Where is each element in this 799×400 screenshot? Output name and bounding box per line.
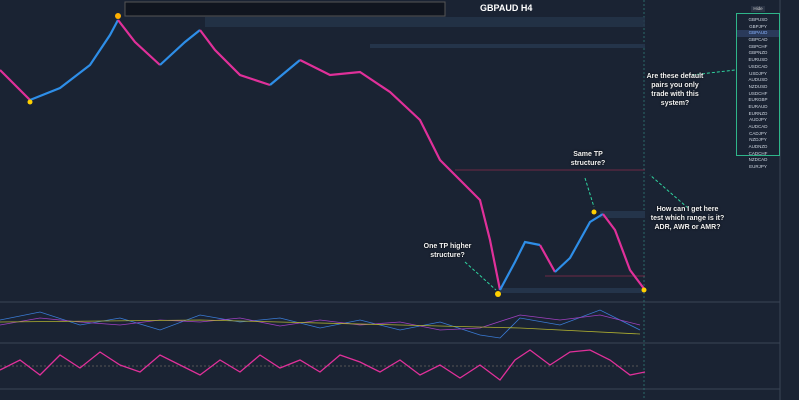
symbol-item[interactable]: NZDJPY [749,137,767,143]
symbol-item[interactable]: EURGBP [748,97,768,103]
symbol-item[interactable]: EURUSD [748,57,768,63]
symbol-item[interactable]: CADCHF [748,150,768,156]
symbol-item[interactable]: EURJPY [749,164,767,170]
annotation: How can I get here test which range is i… [650,206,725,231]
symbol-item[interactable]: EURAUD [748,103,768,109]
symbol-item[interactable]: GBPCAD [748,37,768,43]
price-path [0,19,646,291]
symbol-item[interactable]: USDCAD [748,63,768,69]
symbol-item[interactable]: GBPCHF [748,43,768,49]
symbol-item[interactable]: AUDUSD [748,77,768,83]
symbol-item[interactable]: USDCHF [748,90,768,96]
symbol-item[interactable]: USDJPY [749,70,767,76]
symbol-item[interactable]: NZDCAD [748,157,768,163]
chart-title: GBPAUD H4 [480,3,533,13]
symbol-item[interactable]: NZDUSD [748,83,768,89]
symbol-item[interactable]: GBPJPY [749,23,767,29]
symbol-list: GBPUSD GBPJPY GBPAUD GBPCAD GBPCHF GBPNZD EURU… [736,13,780,169]
symbol-item[interactable]: AUDJPY [749,117,767,123]
symbol-item[interactable]: EURNZD [748,110,768,116]
annotation: Are these default pairs you only trade w… [646,73,704,107]
symbol-item[interactable]: GBPAUD [737,30,779,38]
symbol-item[interactable]: GBPNZD [748,50,768,56]
symbol-item[interactable]: AUDNZD [748,144,768,150]
annotation: One TP higher structure? [423,243,472,259]
symbol-item[interactable]: AUDCAD [748,124,768,129]
annotation: Same TP structure? [570,151,606,167]
symbol-item[interactable]: GBPUSD [748,17,768,22]
hide-button[interactable]: Hide [751,6,765,12]
symbol-item[interactable]: CADJPY [749,130,767,136]
